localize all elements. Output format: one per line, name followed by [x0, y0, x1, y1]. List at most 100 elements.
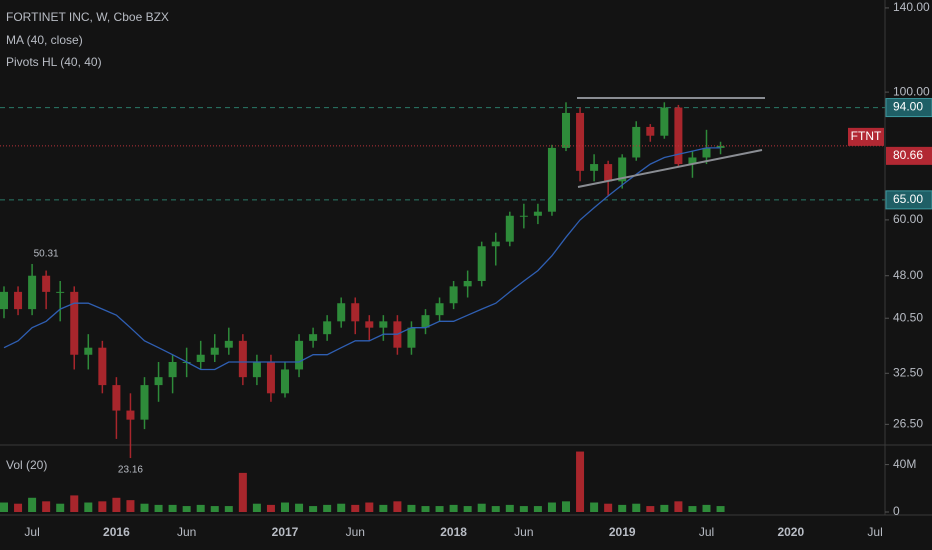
x-tick-label: Jul: [24, 525, 39, 539]
candle-body: [632, 126, 641, 158]
volume-bar: [56, 503, 65, 512]
candle-body: [463, 280, 472, 287]
candle-body: [505, 215, 514, 242]
x-tick-label: 2017: [272, 525, 299, 539]
symbol-box: [848, 127, 884, 146]
x-tick-label: 2019: [609, 525, 636, 539]
volume-bar: [0, 502, 8, 512]
x-tick-label: 2020: [777, 525, 804, 539]
y-tick-label: 48.00: [893, 268, 923, 282]
volume-bar: [42, 501, 51, 512]
volume-bar: [421, 506, 430, 512]
volume-bar: [435, 506, 444, 512]
candle-body: [365, 321, 374, 328]
symbol-label: FTNT: [851, 129, 882, 143]
candle-body: [28, 275, 37, 310]
volume-bar: [252, 503, 261, 512]
volume-bar: [407, 504, 416, 512]
volume-bar: [688, 506, 697, 512]
candle-body: [266, 361, 275, 394]
candle-body: [562, 112, 570, 148]
volume-bar: [533, 506, 542, 512]
candle-body: [70, 291, 79, 355]
volume-bar: [632, 503, 641, 512]
level-label: 65.00: [893, 192, 923, 206]
candle-body: [407, 327, 416, 348]
volume-bar: [295, 503, 304, 512]
volume-bar: [323, 504, 332, 512]
x-tick-label: Jul: [867, 525, 882, 539]
volume-bar: [84, 502, 93, 512]
volume-bar: [618, 504, 627, 512]
volume-bar: [491, 506, 500, 512]
candle-body: [576, 112, 585, 171]
volume-bar: [238, 472, 247, 512]
volume-bar: [337, 503, 346, 512]
candle-body: [252, 361, 261, 378]
volume-bar: [702, 504, 711, 512]
volume-bar: [519, 506, 528, 512]
x-tick-label: Jun: [177, 525, 196, 539]
candle-body: [379, 321, 388, 328]
volume-bar: [168, 504, 177, 512]
candle-body: [309, 334, 318, 341]
volume-bar: [365, 502, 374, 512]
volume-bar: [126, 500, 135, 512]
candle-body: [295, 340, 304, 370]
candle-body: [590, 164, 599, 171]
candle-body: [716, 145, 725, 148]
volume-bar: [716, 506, 725, 512]
candle-body: [421, 315, 430, 328]
candle-body: [84, 347, 93, 355]
volume-bar: [576, 451, 585, 512]
volume-bar: [196, 504, 205, 512]
volume-bar: [477, 503, 486, 512]
candle-body: [688, 157, 697, 165]
legend-pivots: Pivots HL (40, 40): [6, 55, 102, 69]
candle-body: [154, 377, 163, 386]
candle-body: [56, 291, 65, 293]
volume-tick-label: 0: [893, 504, 900, 518]
y-tick-label: 32.50: [893, 365, 923, 379]
volume-bar: [674, 501, 683, 512]
candle-body: [196, 354, 205, 362]
trendline-lower: [577, 149, 763, 188]
volume-tick-label: 40M: [893, 457, 916, 471]
y-tick-label: 60.00: [893, 212, 923, 226]
candle-body: [112, 385, 121, 411]
chart-title: FORTINET INC, W, Cboe BZX: [6, 10, 169, 24]
candle-body: [660, 107, 669, 136]
candle-body: [281, 369, 289, 394]
x-tick-label: Jul: [699, 525, 714, 539]
candle-body: [435, 303, 444, 316]
volume-bar: [309, 506, 318, 512]
last-price-box: [886, 146, 932, 165]
x-tick-label: Jun: [514, 525, 533, 539]
candle-body: [519, 215, 528, 217]
pivot-high-label: 50.31: [34, 249, 59, 260]
ma-line: [3, 147, 721, 371]
candle-body: [674, 107, 683, 165]
volume-bar: [266, 504, 275, 512]
level-label: 94.00: [893, 100, 923, 114]
y-tick-label: 40.50: [893, 310, 923, 324]
volume-bar: [28, 497, 37, 512]
volume-bar: [604, 503, 613, 512]
candle-body: [604, 164, 613, 182]
candle-body: [646, 126, 655, 136]
volume-bar: [14, 503, 23, 512]
plot: [0, 102, 885, 512]
volume-bar: [393, 501, 402, 512]
candle-body: [491, 241, 500, 247]
x-tick-label: 2018: [440, 525, 467, 539]
volume-bar: [505, 504, 514, 512]
candle-body: [168, 361, 177, 378]
volume-bar: [379, 504, 388, 512]
x-tick-label: Jun: [346, 525, 365, 539]
legend-volume: Vol (20): [6, 458, 47, 472]
candle-body: [126, 410, 135, 420]
candle-body: [14, 291, 23, 310]
y-tick-label: 100.00: [893, 84, 930, 98]
volume-bar: [281, 502, 289, 512]
